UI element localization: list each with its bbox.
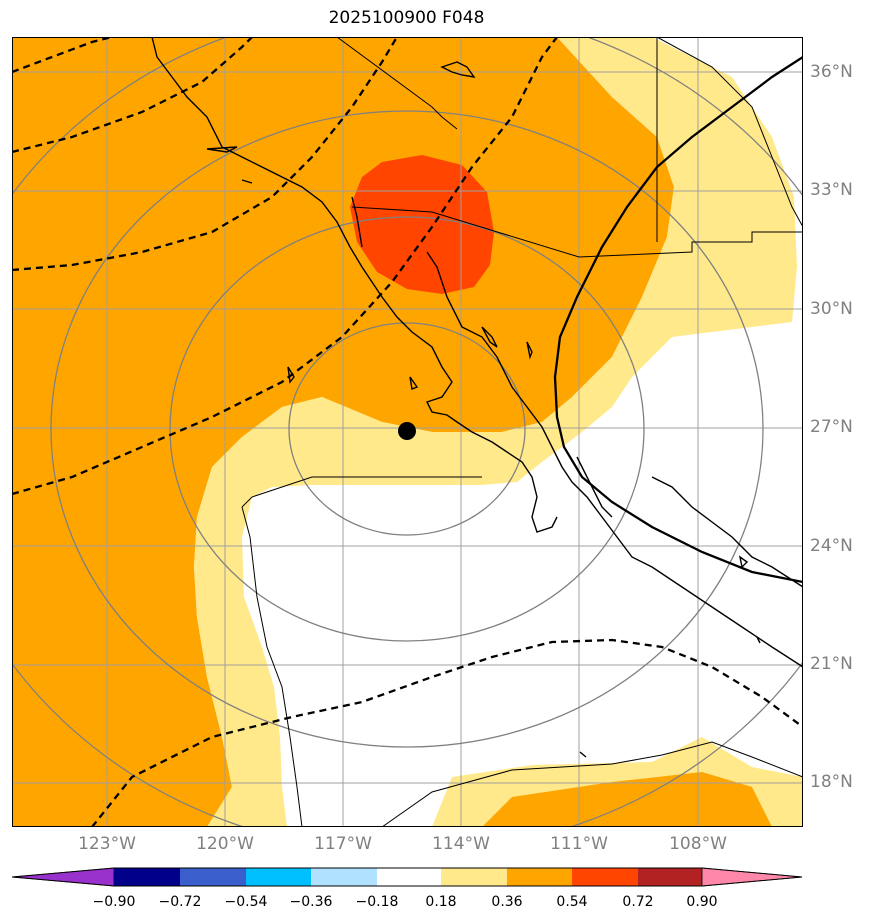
colorbar-tick: −0.72	[158, 894, 202, 910]
lon-label-108w: 108°W	[669, 834, 727, 854]
map-title: 2025100900 F048	[328, 8, 485, 28]
colorbar-segment	[507, 868, 572, 886]
colorbar-segment	[180, 868, 246, 886]
lon-label-117w: 117°W	[314, 834, 372, 854]
lat-label-30n: 30°N	[810, 299, 853, 319]
shade-0-18-0-36	[194, 37, 797, 827]
lat-label-21n: 21°N	[810, 654, 853, 674]
colorbar-segment	[114, 868, 180, 886]
colorbar-segment	[441, 868, 507, 886]
colorbar-tick: −0.90	[92, 894, 136, 910]
colorbar-tick: 0.72	[622, 894, 654, 910]
colorbar-tick: −0.36	[289, 894, 333, 910]
colorbar-segment	[377, 868, 441, 886]
colorbar-tick: 0.18	[425, 894, 457, 910]
colorbar-segment	[638, 868, 702, 886]
colorbar-segment	[246, 868, 311, 886]
colorbar-tick: 0.54	[556, 894, 588, 910]
dashed-contours	[12, 37, 803, 827]
lat-label-36n: 36°N	[810, 62, 853, 82]
range-rings	[12, 37, 803, 827]
colorbar-extend-high	[701, 867, 803, 887]
lat-label-18n: 18°N	[810, 772, 853, 792]
lon-label-123w: 123°W	[78, 834, 136, 854]
lon-label-114w: 114°W	[432, 834, 490, 854]
colorbar-tick: 0.36	[491, 894, 523, 910]
shade-0-36-0-54	[12, 37, 674, 827]
lon-label-111w: 111°W	[550, 834, 608, 854]
colorbar-tick: −0.54	[224, 894, 268, 910]
lon-label-120w: 120°W	[196, 834, 254, 854]
political-borders	[241, 37, 803, 827]
coastline	[151, 37, 803, 758]
colorbar-tick: 0.90	[686, 894, 718, 910]
colorbar-tick: −0.18	[355, 894, 399, 910]
shade-bottom-orange	[482, 772, 772, 827]
lat-label-33n: 33°N	[810, 180, 853, 200]
colorbar-segment	[572, 868, 638, 886]
map-panel	[12, 37, 803, 827]
lat-label-24n: 24°N	[810, 536, 853, 556]
storm-center-marker	[398, 422, 416, 440]
track-line	[553, 56, 803, 584]
colorbar-extend-low	[12, 867, 115, 887]
colorbar-segment	[311, 868, 377, 886]
colorbar-outline	[12, 867, 803, 887]
colorbar	[12, 867, 803, 887]
lat-label-27n: 27°N	[810, 417, 853, 437]
